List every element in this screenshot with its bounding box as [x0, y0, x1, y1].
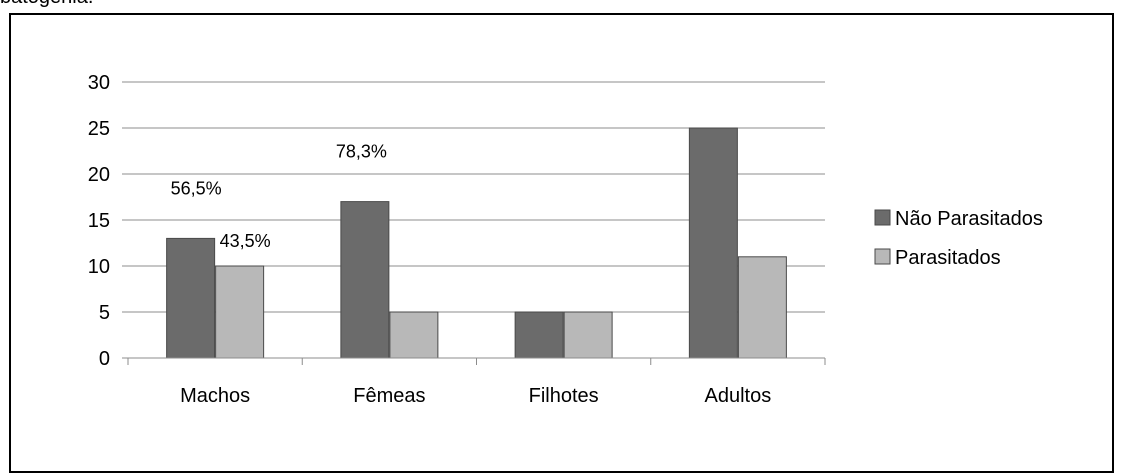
x-tick-label: Fêmeas [353, 385, 425, 407]
bar [166, 237, 216, 359]
y-tick-label: 0 [99, 348, 110, 370]
legend: Não Parasitados Parasitados [874, 208, 1043, 269]
caption-fragment: batogenia. [0, 0, 93, 9]
y-tick-label: 30 [88, 72, 110, 94]
bar [340, 201, 390, 359]
x-tick-label: Machos [180, 385, 250, 407]
x-axis-tick-labels: Machos Fêmeas Filhotes Adultos [180, 385, 771, 407]
y-tick-label: 20 [88, 164, 110, 186]
data-label: 43,5% [220, 231, 271, 251]
bar [563, 311, 613, 359]
x-axis [122, 357, 826, 365]
bar [688, 127, 738, 359]
bar [215, 265, 265, 359]
bar [514, 311, 564, 359]
y-tick-label: 5 [99, 302, 110, 324]
legend-label: Parasitados [895, 247, 1001, 269]
bar [389, 311, 439, 359]
y-axis-tick-labels: 0 5 10 15 20 25 30 [88, 72, 110, 370]
bar [737, 256, 787, 359]
x-tick-label: Adultos [705, 385, 772, 407]
y-tick-label: 10 [88, 256, 110, 278]
legend-swatch [874, 248, 891, 265]
y-tick-label: 15 [88, 210, 110, 232]
legend-swatch [874, 209, 891, 226]
annotations: 56,5% 43,5% 78,3% [171, 142, 387, 251]
data-label: 78,3% [336, 142, 387, 162]
legend-label: Não Parasitados [895, 208, 1043, 230]
bar-chart: 0 5 10 15 20 25 30 Machos Fêmeas Filhotes Adultos… [88, 72, 1043, 407]
y-tick-label: 25 [88, 118, 110, 140]
x-tick-label: Filhotes [529, 385, 599, 407]
data-label: 56,5% [171, 178, 222, 198]
bars [166, 127, 787, 359]
